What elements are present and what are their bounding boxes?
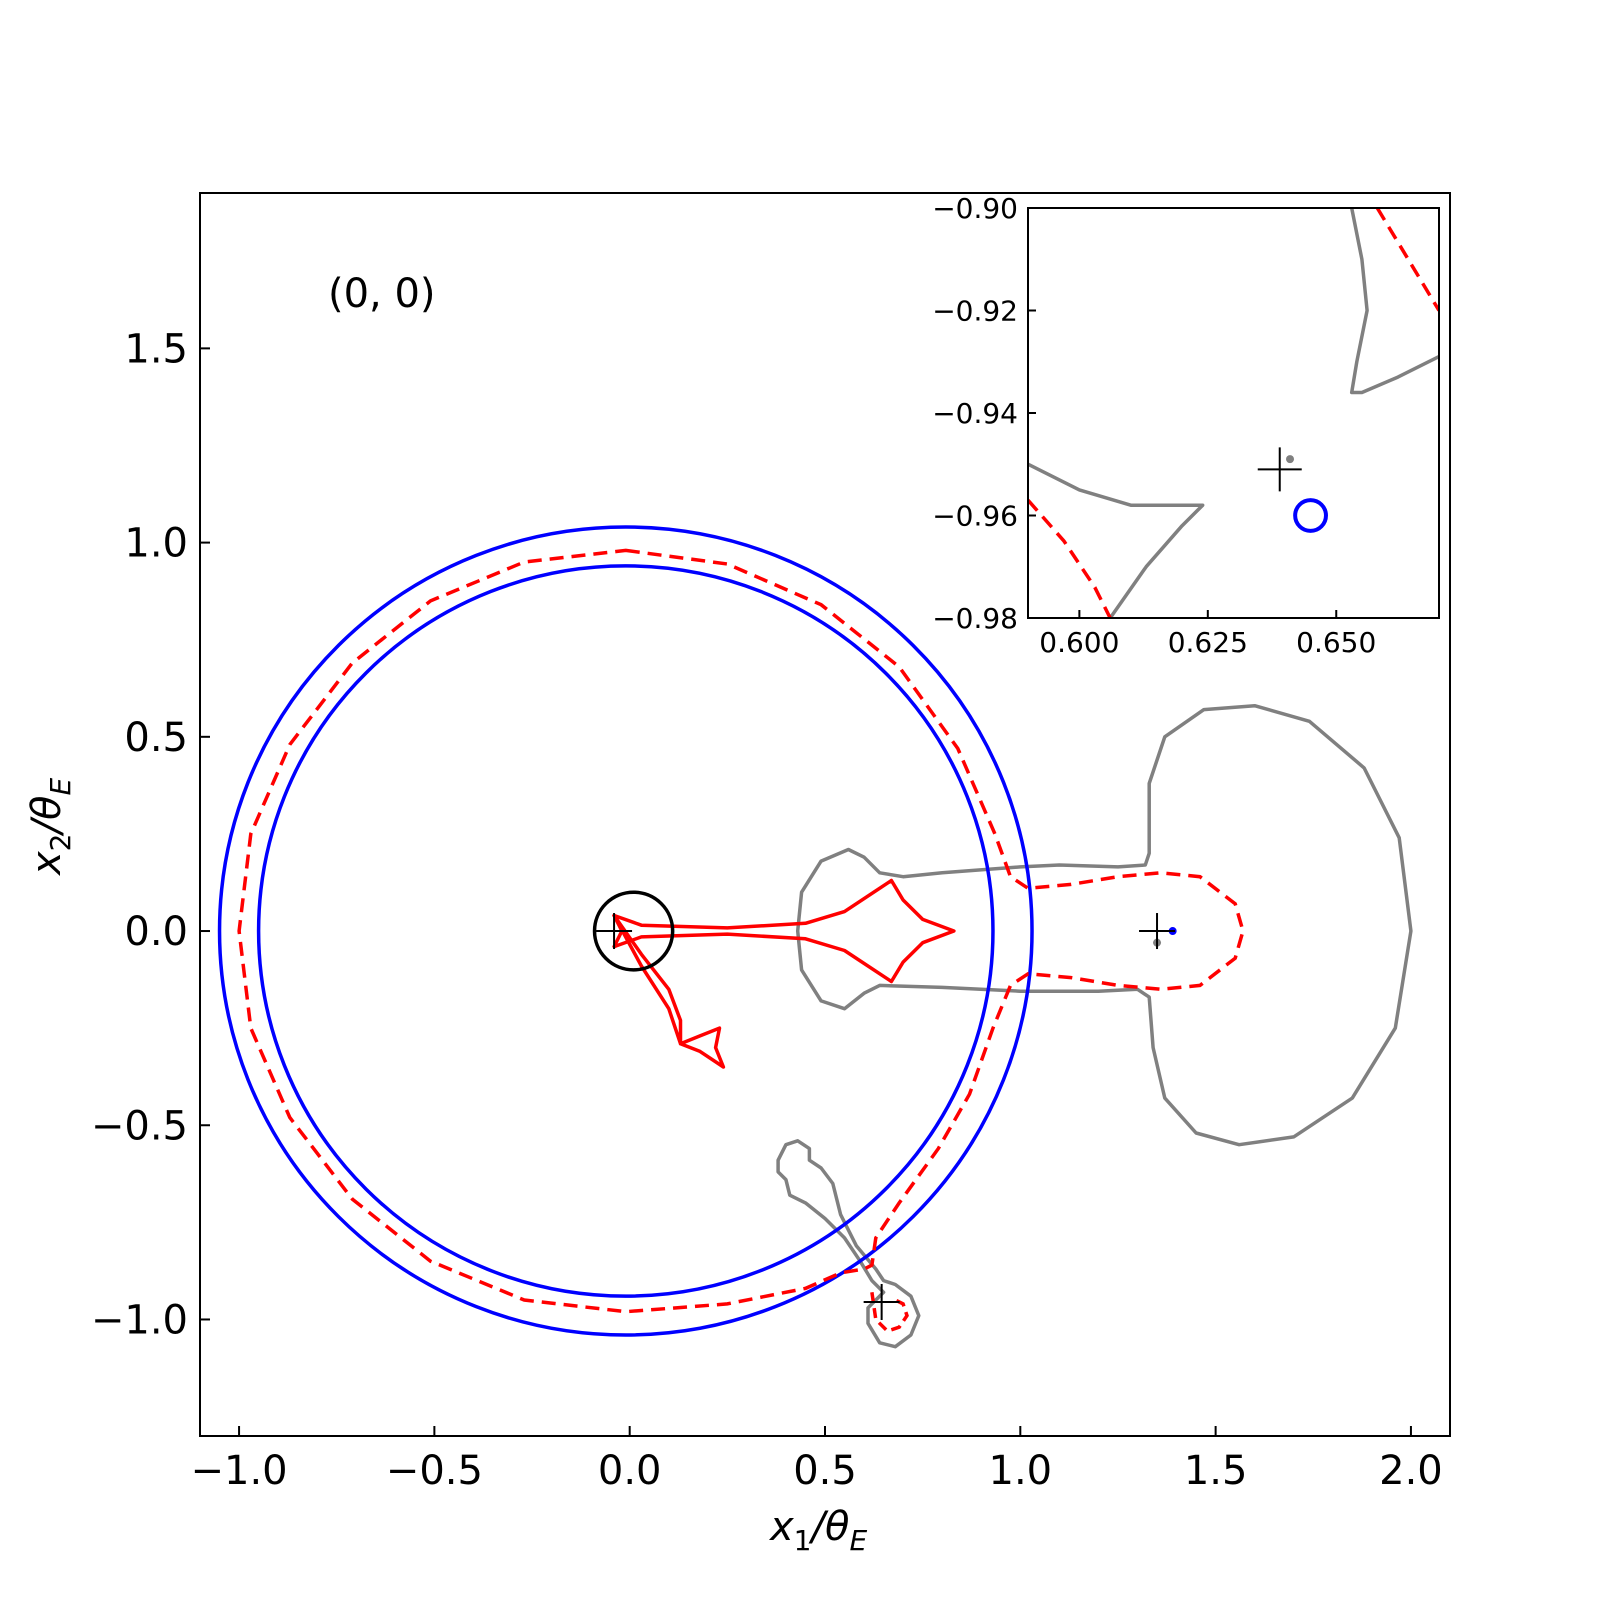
y-tick-label-0: −1.0 xyxy=(91,1297,188,1343)
gray-image-curve-large xyxy=(795,703,1413,1147)
inset-x-tick-label-1: 0.625 xyxy=(1168,626,1248,659)
y-tick-label-2: 0.0 xyxy=(124,909,188,955)
x-tick-label-1: −0.5 xyxy=(386,1448,483,1494)
inset-y-tick-label-2: −0.94 xyxy=(932,397,1018,430)
y-tick-label-3: 0.5 xyxy=(124,715,188,761)
inset-x-tick-label-2: 0.650 xyxy=(1296,626,1376,659)
blue-ring-inner xyxy=(256,564,995,1298)
x-tick-label-2: 0.0 xyxy=(598,1448,662,1494)
inset-red-curve-upper xyxy=(1375,208,1439,312)
y-axis-label-main: x xyxy=(24,851,70,877)
x-tick-label-3: 0.5 xyxy=(793,1448,857,1494)
x-tick-label-4: 1.0 xyxy=(989,1448,1053,1494)
inset-y-tick-label-1: −0.96 xyxy=(932,500,1018,533)
x-axis-label: x1/θE xyxy=(768,1504,867,1557)
x-tick-label-6: 2.0 xyxy=(1379,1448,1443,1494)
inset-gray-curve-lower xyxy=(1028,462,1205,618)
red-critical-curve-small xyxy=(870,1292,909,1334)
x-tick-label-0: −1.0 xyxy=(190,1448,287,1494)
inset-gray-dot xyxy=(1286,455,1295,464)
y-axis-label-sub: 2 xyxy=(44,834,77,852)
y-axis-label-den: /θ xyxy=(24,796,70,837)
inset-blue-circle xyxy=(1293,498,1328,533)
red-caustic-central xyxy=(612,878,956,984)
inset-curves xyxy=(1028,208,1439,618)
y-axis-label: x2/θE xyxy=(24,778,77,877)
y-axis-label-den-sub: E xyxy=(44,778,77,796)
inset-gray-curve-upper xyxy=(1349,208,1439,395)
x-tick-label-5: 1.5 xyxy=(1184,1448,1248,1494)
inset-y-tick-label-0: −0.98 xyxy=(932,602,1018,635)
inset-y-tick-label-3: −0.92 xyxy=(932,295,1018,328)
inset-background xyxy=(1028,208,1439,618)
main-curves xyxy=(217,525,1413,1349)
inset-plot-area xyxy=(1028,208,1439,618)
blue-ring-outer xyxy=(217,525,1034,1337)
plot-area xyxy=(217,525,1413,1349)
y-tick-label-1: −0.5 xyxy=(91,1103,188,1149)
panel-annotation: (0, 0) xyxy=(328,271,436,317)
gray-image-curve-small xyxy=(776,1139,921,1349)
source-circle xyxy=(592,890,675,972)
inset-red-curve-lower xyxy=(1028,498,1112,618)
x-axis-label-den-sub: E xyxy=(849,1524,867,1557)
inset-y-tick-label-4: −0.90 xyxy=(932,192,1018,225)
y-tick-label-5: 1.5 xyxy=(124,326,188,372)
x-axis-label-main: x xyxy=(768,1504,794,1550)
red-caustic-lower xyxy=(612,913,726,1069)
x-axis-label-den: /θ xyxy=(809,1504,850,1550)
main-ticks: −1.0 −0.5 0.0 0.5 1.0 1.5 2.0 −1.0 −0.5 0.0 0.5 1.0… xyxy=(91,326,1443,1494)
inset-x-tick-label-0: 0.600 xyxy=(1039,626,1119,659)
red-critical-curve xyxy=(237,548,1245,1314)
y-tick-label-4: 1.0 xyxy=(124,521,188,567)
x-axis-label-sub: 1 xyxy=(794,1524,812,1557)
inset-ticks: 0.600 0.625 0.650 −0.98 −0.96 −0.94 −0.92 −0.90 xyxy=(932,192,1376,659)
